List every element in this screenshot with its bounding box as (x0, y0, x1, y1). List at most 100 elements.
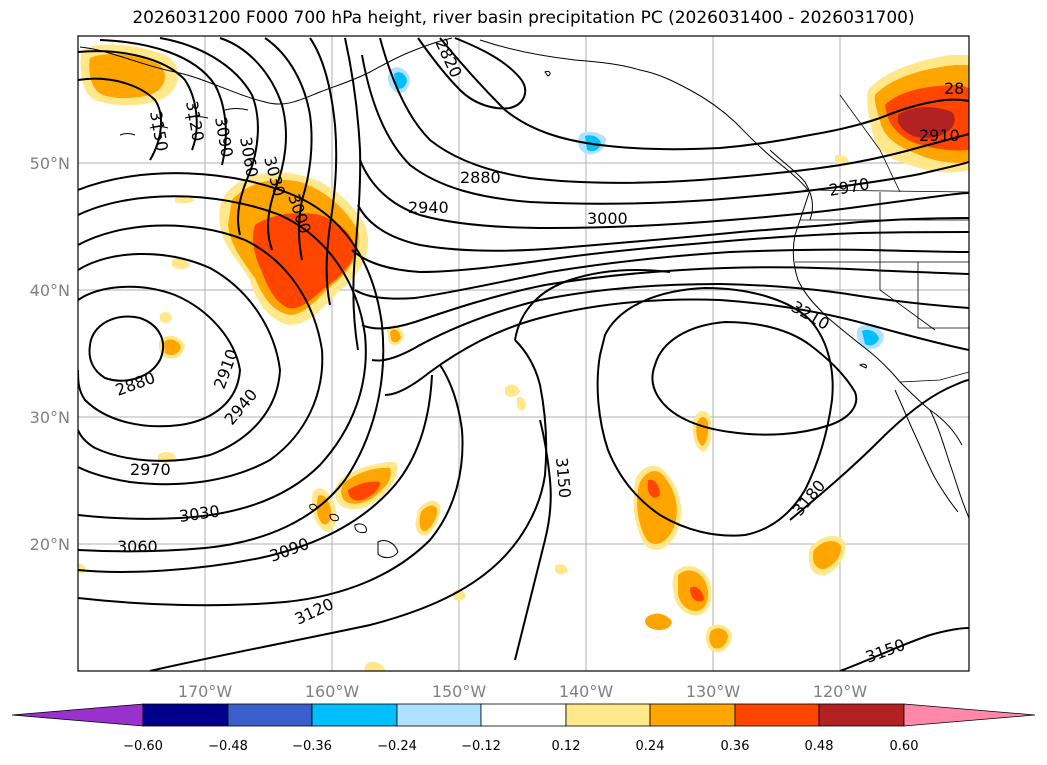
lat-label-40n: 40°N (30, 281, 70, 300)
contour-label-2970-w: 2970 (130, 460, 171, 479)
lat-label-50n: 50°N (30, 154, 70, 173)
precip-blob-hawaii-2-mid (316, 495, 332, 525)
precip-blob-small-3 (172, 258, 190, 269)
colorbar-extend-high (903, 703, 1036, 727)
coastline-baja (894, 389, 959, 513)
contour-label-28-ne: 28 (944, 79, 964, 98)
precip-blob-negative-1-core (394, 72, 407, 89)
precip-blob-nw-corner-core (89, 54, 165, 99)
contour-3150-c (514, 269, 671, 341)
precip-blob-ne-corner-max (898, 107, 955, 139)
longitude-labels: 170°W 160°W 150°W 140°W 130°W 120°W (178, 682, 868, 701)
coastline-aleutians-2 (149, 126, 169, 129)
precip-blob-subtropical-6 (645, 613, 672, 630)
contour-3030-nw (219, 37, 287, 251)
contour-2820 (417, 37, 527, 110)
map-title: 2026031200 F000 700 hPa height, river ba… (132, 8, 915, 28)
coastline-us-west (792, 189, 963, 446)
contour-2910-low (78, 285, 242, 428)
contour-3030-w (78, 195, 367, 520)
map-background (78, 36, 969, 671)
precip-blob-negative-3-core (862, 329, 879, 346)
lon-label-150w: 150°W (432, 682, 487, 701)
coastline-bc-coast (769, 149, 813, 221)
colorbar-segment-9 (818, 703, 905, 727)
precip-blob-small-5 (160, 312, 172, 324)
contour-3090-s (78, 374, 433, 573)
contour-3120-s (78, 364, 464, 607)
coastline-hawaii-oahu (329, 513, 339, 522)
lon-label-160w: 160°W (305, 682, 360, 701)
contour-label-3060-w: 3060 (117, 537, 158, 556)
contour-3150-s (149, 339, 548, 671)
colorbar-tick-label-1: −0.60 (123, 739, 163, 754)
coastline-alaska-south (479, 39, 809, 191)
precip-blob-subtropical-2-core (690, 586, 704, 602)
colorbar-tick-label-2: −0.48 (208, 739, 248, 754)
contour-3030-n (354, 248, 969, 300)
contour-2970-w (78, 224, 324, 486)
contour-3090-nw (99, 39, 227, 166)
colorbar: −0.60 −0.48 −0.36 −0.24 −0.12 0.12 0.24 … (11, 703, 1036, 754)
precip-blob-subtropical-1-core (648, 479, 660, 498)
precip-blob-small-12 (835, 154, 849, 165)
contour-3150-nw (78, 77, 162, 161)
lat-label-30n: 30°N (30, 408, 70, 427)
coastline-mexico (929, 409, 969, 519)
precip-blob-small-2-mid (390, 329, 401, 343)
coastline-hawaii-big (377, 540, 399, 559)
contour-2970-nw (309, 37, 338, 306)
height-contours (78, 37, 969, 671)
contour-label-2910-ne: 2910 (919, 126, 960, 145)
lon-label-120w: 120°W (813, 682, 868, 701)
precip-blob-hawaii-3-mid (419, 505, 438, 532)
coastline-alaska-peninsula (79, 37, 453, 105)
coastline-aleutians-1 (119, 133, 136, 136)
lon-label-140w: 140°W (559, 682, 614, 701)
contour-2940-n (359, 159, 969, 230)
contour-2940-nw (344, 37, 362, 351)
colorbar-segment-8 (734, 703, 820, 727)
colorbar-segment-6 (565, 703, 651, 727)
colorbar-tick-label-7: 0.24 (636, 739, 665, 754)
coastlines (79, 37, 969, 559)
border-us-mexico (899, 371, 969, 383)
contour-2880-n (379, 37, 969, 184)
coastline-channel-islands (858, 363, 867, 369)
contour-3090-n (371, 282, 969, 362)
colorbar-tick-label-9: 0.48 (805, 739, 834, 754)
colorbar-tick-label-3: −0.36 (292, 739, 332, 754)
contour-2940-low (78, 253, 282, 462)
colorbar-segment-7 (649, 703, 736, 727)
contour-label-3000-n: 3000 (587, 209, 628, 228)
contour-3060-w (78, 172, 385, 553)
border-us-canada (804, 189, 969, 193)
precip-blob-small-7 (505, 384, 520, 397)
precip-blob-small-10 (555, 564, 568, 575)
contour-label-3150-c: 3150 (552, 457, 574, 499)
colorbar-segment-5 (480, 703, 567, 727)
contour-3210 (651, 320, 858, 436)
coastline-aleutians-4 (224, 108, 249, 111)
contour-2910-n (361, 54, 969, 205)
precip-blob-subtropical-4-mid (813, 541, 842, 570)
precip-blob-small-8 (517, 396, 526, 411)
lon-label-130w: 130°W (686, 682, 741, 701)
precip-blob-subtropical-5-mid (709, 628, 728, 649)
colorbar-segment-2 (227, 703, 313, 727)
contour-3180-se (789, 379, 969, 521)
lon-label-170w: 170°W (178, 682, 233, 701)
lat-label-20n: 20°N (30, 535, 70, 554)
contour-3120-n (384, 298, 969, 396)
precip-blob-small-1-mid (164, 339, 181, 355)
map-content: 3150 3120 3090 3060 3030 3000 2820 2880 … (78, 36, 969, 671)
contour-label-2880-n: 2880 (460, 168, 501, 187)
contour-label-group: 3150 3120 3090 3060 3030 3000 2820 2880 … (113, 36, 964, 667)
coastline-alaska-islands-1 (544, 71, 551, 77)
colorbar-segment-4 (396, 703, 482, 727)
contour-2850-nw (439, 37, 969, 151)
precip-blob-small-4 (175, 196, 195, 204)
contour-label-2940-n: 2940 (408, 198, 449, 217)
colorbar-tick-label-5: −0.12 (461, 739, 501, 754)
